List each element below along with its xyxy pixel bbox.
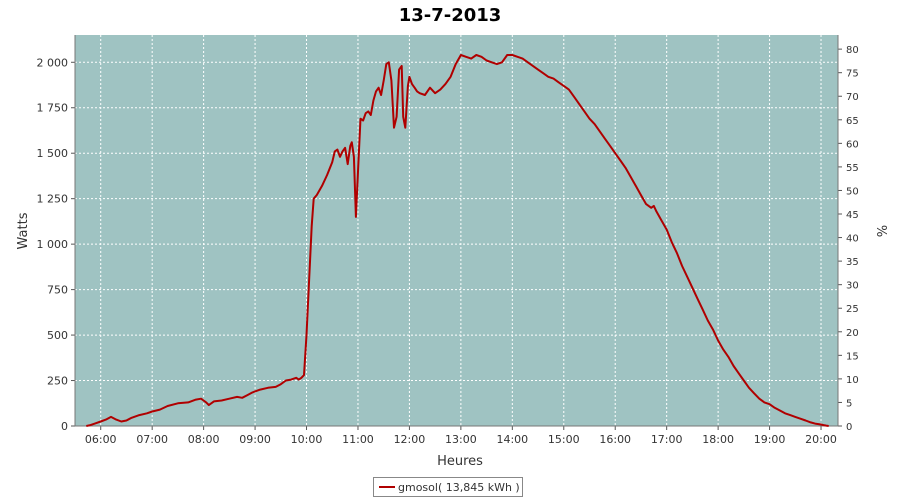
x-tick-label: 08:00 [188,433,220,446]
x-tick-label: 07:00 [136,433,168,446]
y2-tick-label: 5 [846,398,852,409]
legend-label: gmosol( 13,845 kWh ) [398,480,520,494]
y-tick-label: 750 [47,284,68,297]
chart-title: 13-7-2013 [399,5,502,26]
x-tick-label: 11:00 [342,433,374,446]
y2-tick-label: 45 [846,210,859,221]
x-tick-label: 10:00 [291,433,323,446]
y2-tick-label: 80 [846,45,859,56]
y2-tick-label: 65 [846,116,859,127]
y2-tick-label: 70 [846,92,859,103]
y2-tick-label: 25 [846,304,859,315]
series-line [86,54,829,427]
x-tick-label: 14:00 [496,433,528,446]
plot-area: 06:00 07:00 08:00 09:00 10:00 11:00 12:00 13:00… [37,35,859,446]
plot-background [75,35,838,426]
y2-tick-label: 30 [846,281,859,292]
y2-tick-label: 55 [846,163,859,174]
y2-tick-label: 10 [846,375,859,386]
x-tick-label: 12:00 [394,433,426,446]
y-tick-label: 250 [47,375,68,388]
y2-tick-label: 15 [846,351,859,362]
legend-swatch [379,486,395,488]
legend: gmosol( 13,845 kWh ) [373,477,523,497]
y-tick-label: 0 [61,420,68,433]
y-tick-label: 500 [47,329,68,342]
y2-tick-label: 60 [846,139,859,150]
x-tick-label: 18:00 [702,433,734,446]
y2-tick-label: 40 [846,234,859,245]
x-tick-label: 06:00 [85,433,117,446]
y-tick-label: 1 500 [37,147,69,160]
x-tick-label: 19:00 [754,433,786,446]
x-tick-label: 15:00 [548,433,580,446]
x-tick-label: 20:00 [805,433,837,446]
y2-tick-label: 0 [846,422,852,433]
x-axis-title: Heures [437,454,483,469]
x-tick-label: 13:00 [445,433,477,446]
y-axis-title: Watts [16,212,31,249]
y-tick-label: 2 000 [37,56,69,69]
x-tick-label: 09:00 [239,433,271,446]
y2-tick-label: 75 [846,69,859,80]
y-tick-label: 1 250 [37,193,69,206]
y2-tick-label: 35 [846,257,859,268]
y2-axis-title: % [873,225,888,237]
x-tick-label: 17:00 [651,433,683,446]
x-tick-label: 16:00 [599,433,631,446]
y-tick-label: 1 000 [37,238,69,251]
y2-tick-label: 20 [846,328,859,339]
y2-tick-label: 50 [846,186,859,197]
y-tick-label: 1 750 [37,102,69,115]
